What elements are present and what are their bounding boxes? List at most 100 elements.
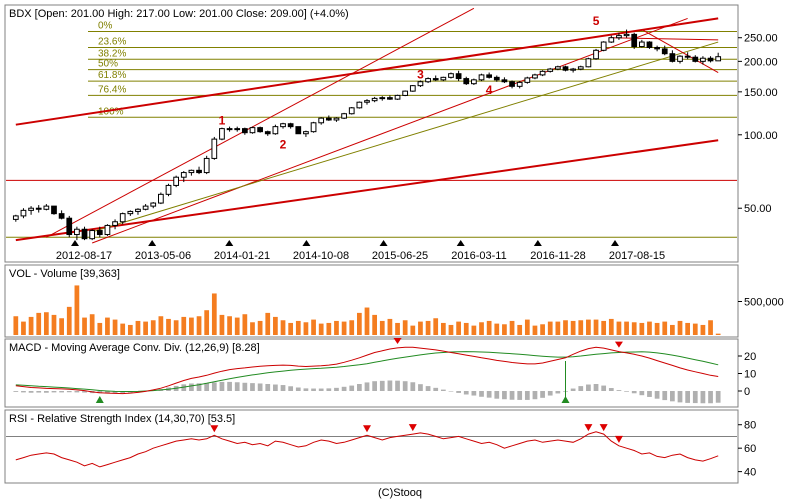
candle — [211, 138, 218, 159]
x-marker — [456, 240, 465, 246]
candle — [81, 228, 88, 240]
candle — [135, 208, 141, 212]
macd-histogram-bar — [471, 391, 477, 396]
volume-bar — [219, 314, 225, 335]
candle — [379, 97, 386, 100]
volume-bar — [234, 317, 240, 335]
candle — [348, 107, 355, 115]
volume-bar — [379, 320, 385, 335]
volume-bar — [28, 316, 34, 335]
candle — [43, 205, 50, 210]
volume-bar — [662, 321, 668, 335]
macd-histogram-bar — [334, 387, 339, 391]
volume-bar — [211, 293, 217, 335]
volume-bar — [43, 312, 49, 335]
macd-histogram-bar — [601, 385, 607, 391]
candle — [715, 56, 722, 62]
trendline — [641, 29, 719, 73]
overbought-marker — [210, 425, 219, 433]
wave-label: 5 — [593, 14, 600, 28]
macd-histogram-bar — [74, 391, 80, 393]
candle — [547, 68, 554, 72]
candle — [142, 205, 149, 210]
macd-histogram-bar — [211, 382, 217, 391]
volume-bar — [502, 324, 507, 335]
trendline — [92, 41, 719, 233]
macd-histogram-bar — [227, 381, 232, 391]
macd-histogram-bar — [219, 381, 225, 391]
sell-signal-marker — [614, 341, 623, 348]
rsi-panel: 40 60 80 RSI - Relative Strength Index (14… — [4, 409, 756, 484]
candle — [127, 210, 134, 215]
candle — [417, 81, 424, 87]
macd-histogram-bar — [425, 386, 431, 391]
macd-histogram-bar — [410, 382, 416, 391]
candle — [600, 41, 607, 51]
candle — [12, 215, 19, 220]
volume-bar — [448, 324, 454, 335]
macd-histogram-bar — [51, 391, 57, 393]
macd-histogram-bar — [181, 384, 187, 391]
macd-histogram-bar — [242, 382, 248, 391]
volume-bar — [356, 312, 362, 335]
candle — [158, 193, 164, 204]
candle — [554, 66, 561, 70]
macd-histogram-bar — [456, 391, 461, 393]
macd-histogram-bar — [59, 391, 64, 393]
candle — [89, 230, 96, 240]
volume-bar — [273, 316, 278, 335]
wave-label: 4 — [486, 83, 493, 97]
fib-level-label: 61.8% — [98, 70, 126, 81]
volume-bar — [13, 316, 19, 335]
candle — [623, 33, 630, 37]
x-marker — [611, 240, 619, 246]
volume-bar — [196, 316, 202, 335]
candle — [692, 56, 699, 62]
volume-bar — [670, 324, 675, 335]
x-marker — [533, 240, 542, 246]
candle — [700, 57, 706, 62]
macd-histogram-bar — [639, 391, 645, 396]
overbought-marker — [584, 424, 593, 432]
candle — [409, 85, 416, 92]
candle — [638, 41, 645, 48]
macd-histogram-bar — [112, 391, 118, 394]
y-tick-label: 150.00 — [744, 87, 778, 99]
candle — [371, 97, 378, 102]
volume-bar — [204, 310, 210, 335]
volume-bar — [120, 323, 126, 335]
macd-histogram-bar — [486, 391, 492, 398]
volume-bar — [547, 321, 553, 335]
candle — [219, 128, 225, 140]
macd-histogram-bar — [524, 391, 530, 400]
rsi-line — [15, 431, 719, 468]
candle — [608, 37, 615, 43]
candle — [593, 49, 599, 60]
overbought-marker — [599, 424, 608, 432]
candle — [616, 35, 622, 39]
volume-bar — [708, 320, 713, 335]
candle — [707, 57, 714, 62]
macd-histogram-bar — [120, 391, 126, 394]
y-tick-label: 20 — [744, 351, 756, 363]
candle — [364, 100, 370, 103]
volume-bar — [242, 314, 248, 335]
volume-bar — [647, 321, 652, 335]
x-tick-label: 2014-10-08 — [293, 250, 349, 262]
candle — [432, 78, 439, 81]
volume-bar — [326, 322, 332, 335]
volume-bar — [471, 325, 477, 335]
macd-histogram-bar — [234, 382, 240, 391]
candle — [478, 74, 485, 81]
volume-bar — [51, 314, 57, 335]
candle — [234, 128, 241, 131]
macd-histogram-bar — [273, 384, 278, 391]
candle — [51, 205, 57, 215]
y-tick-label: 10 — [744, 369, 756, 381]
x-tick-label: 2015-06-25 — [372, 250, 428, 262]
volume-bar — [509, 320, 515, 335]
macd-histogram-bar — [586, 384, 591, 391]
macd-histogram-bar — [448, 391, 454, 392]
volume-bar — [616, 321, 622, 335]
candle — [188, 169, 195, 174]
